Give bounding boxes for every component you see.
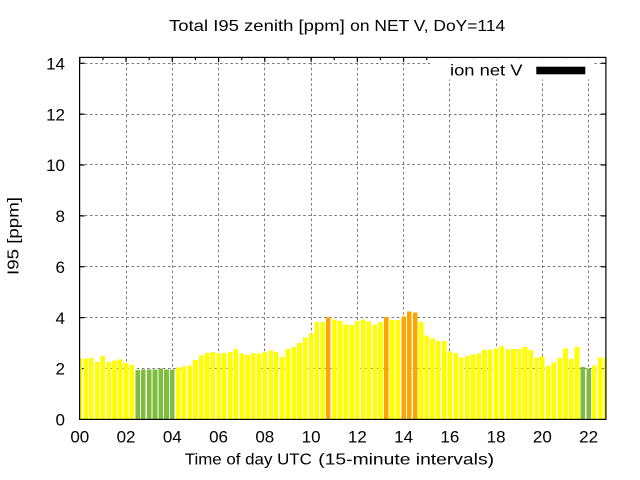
svg-text:06: 06 [209,427,228,446]
svg-text:Time of day UTC: Time of day UTC [185,452,312,469]
svg-text:Total I95 zenith [ppm]: Total I95 zenith [ppm] [169,18,345,35]
svg-text:20: 20 [533,427,552,446]
svg-text:22: 22 [579,427,598,446]
svg-text:4: 4 [56,309,65,328]
svg-text:14: 14 [394,427,413,446]
svg-text:10: 10 [302,427,321,446]
svg-text:on NET V, DoY=114: on NET V, DoY=114 [350,18,505,35]
svg-text:00: 00 [70,427,89,446]
svg-text:12: 12 [348,427,367,446]
svg-text:I95 [ppm]: I95 [ppm] [6,197,23,275]
svg-text:(15-minute intervals): (15-minute intervals) [318,452,494,469]
svg-text:ion net V: ion net V [450,62,523,79]
svg-text:08: 08 [255,427,274,446]
svg-text:18: 18 [487,427,506,446]
svg-text:2: 2 [56,360,65,379]
svg-text:8: 8 [56,207,65,226]
svg-text:02: 02 [117,427,136,446]
svg-text:6: 6 [56,258,65,277]
svg-text:12: 12 [46,105,65,124]
svg-text:10: 10 [46,156,65,175]
svg-text:04: 04 [163,427,182,446]
svg-text:0: 0 [56,411,65,430]
svg-text:16: 16 [440,427,459,446]
svg-text:14: 14 [46,54,65,73]
